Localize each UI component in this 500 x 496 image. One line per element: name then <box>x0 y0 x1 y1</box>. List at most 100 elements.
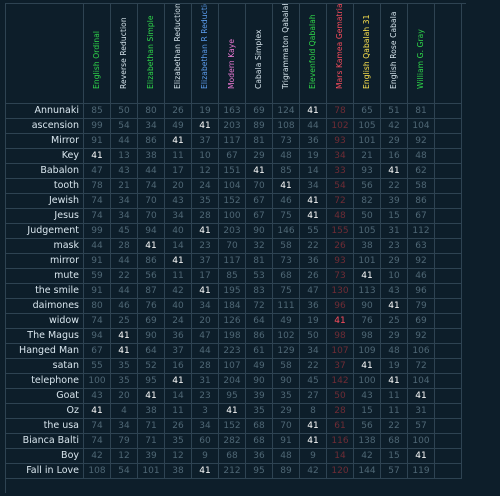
value-cell[interactable]: 25 <box>111 314 138 329</box>
value-cell[interactable]: 129 <box>273 344 300 359</box>
value-cell[interactable]: 81 <box>408 104 435 119</box>
value-cell[interactable]: 34 <box>192 419 219 434</box>
value-cell[interactable]: 100 <box>354 374 381 389</box>
value-cell[interactable]: 41 <box>408 449 435 464</box>
value-cell[interactable]: 116 <box>327 434 354 449</box>
value-cell[interactable]: 20 <box>111 389 138 404</box>
value-cell[interactable]: 41 <box>165 134 192 149</box>
value-cell[interactable]: 71 <box>138 419 165 434</box>
value-cell[interactable]: 62 <box>408 164 435 179</box>
value-cell[interactable]: 57 <box>408 419 435 434</box>
value-cell[interactable]: 86 <box>246 329 273 344</box>
value-cell[interactable]: 41 <box>381 164 408 179</box>
value-cell[interactable]: 12 <box>192 164 219 179</box>
value-cell[interactable]: 48 <box>327 209 354 224</box>
value-cell[interactable]: 21 <box>111 179 138 194</box>
value-cell[interactable]: 93 <box>327 254 354 269</box>
value-cell[interactable]: 83 <box>246 284 273 299</box>
row-label[interactable]: Jewish <box>6 194 84 209</box>
value-cell[interactable]: 99 <box>84 119 111 134</box>
value-cell[interactable]: 74 <box>84 419 111 434</box>
value-cell[interactable]: 4 <box>111 404 138 419</box>
value-cell[interactable]: 57 <box>381 464 408 479</box>
value-cell[interactable]: 17 <box>165 164 192 179</box>
row-label[interactable]: Mirror <box>6 134 84 149</box>
value-cell[interactable]: 105 <box>354 224 381 239</box>
value-cell[interactable]: 36 <box>300 299 327 314</box>
value-cell[interactable]: 79 <box>111 434 138 449</box>
value-cell[interactable]: 43 <box>165 194 192 209</box>
value-cell[interactable]: 44 <box>111 284 138 299</box>
value-cell[interactable]: 35 <box>246 404 273 419</box>
value-cell[interactable]: 20 <box>192 314 219 329</box>
value-cell[interactable]: 78 <box>327 104 354 119</box>
value-cell[interactable]: 91 <box>84 134 111 149</box>
value-cell[interactable]: 119 <box>408 464 435 479</box>
value-cell[interactable]: 46 <box>111 299 138 314</box>
value-cell[interactable]: 43 <box>381 284 408 299</box>
value-cell[interactable]: 203 <box>219 224 246 239</box>
value-cell[interactable]: 41 <box>300 209 327 224</box>
value-cell[interactable]: 48 <box>381 344 408 359</box>
value-cell[interactable]: 71 <box>138 434 165 449</box>
column-header[interactable]: English Rose Cabala <box>381 4 408 104</box>
value-cell[interactable]: 42 <box>354 449 381 464</box>
value-cell[interactable]: 38 <box>354 239 381 254</box>
value-cell[interactable]: 44 <box>111 134 138 149</box>
value-cell[interactable]: 70 <box>273 419 300 434</box>
value-cell[interactable]: 56 <box>354 419 381 434</box>
value-cell[interactable]: 46 <box>273 194 300 209</box>
value-cell[interactable]: 78 <box>84 179 111 194</box>
value-cell[interactable]: 68 <box>219 449 246 464</box>
row-label[interactable]: Hanged Man <box>6 344 84 359</box>
value-cell[interactable]: 91 <box>273 434 300 449</box>
value-cell[interactable]: 49 <box>273 314 300 329</box>
value-cell[interactable]: 95 <box>246 464 273 479</box>
value-cell[interactable]: 13 <box>111 149 138 164</box>
value-cell[interactable]: 117 <box>219 254 246 269</box>
value-cell[interactable]: 102 <box>327 119 354 134</box>
value-cell[interactable]: 47 <box>192 329 219 344</box>
value-cell[interactable]: 41 <box>192 284 219 299</box>
row-label[interactable]: Fall in Love <box>6 464 84 479</box>
value-cell[interactable]: 26 <box>165 104 192 119</box>
value-cell[interactable]: 41 <box>165 374 192 389</box>
value-cell[interactable]: 80 <box>138 104 165 119</box>
value-cell[interactable]: 49 <box>246 359 273 374</box>
value-cell[interactable]: 44 <box>192 344 219 359</box>
value-cell[interactable]: 67 <box>408 209 435 224</box>
value-cell[interactable]: 68 <box>381 434 408 449</box>
column-header[interactable]: Elizabethan R Reduction <box>192 4 219 104</box>
value-cell[interactable]: 74 <box>84 434 111 449</box>
value-cell[interactable]: 90 <box>246 374 273 389</box>
value-cell[interactable]: 22 <box>381 179 408 194</box>
value-cell[interactable]: 43 <box>111 164 138 179</box>
value-cell[interactable]: 91 <box>84 284 111 299</box>
row-label[interactable]: daimones <box>6 299 84 314</box>
column-header[interactable]: Trigrammaton Qabalah <box>273 4 300 104</box>
value-cell[interactable]: 34 <box>111 194 138 209</box>
value-cell[interactable]: 184 <box>219 299 246 314</box>
value-cell[interactable]: 41 <box>111 344 138 359</box>
value-cell[interactable]: 90 <box>246 224 273 239</box>
value-cell[interactable]: 31 <box>408 404 435 419</box>
value-cell[interactable]: 38 <box>138 404 165 419</box>
value-cell[interactable]: 24 <box>165 314 192 329</box>
value-cell[interactable]: 100 <box>408 434 435 449</box>
value-cell[interactable]: 73 <box>327 269 354 284</box>
value-cell[interactable]: 96 <box>408 284 435 299</box>
value-cell[interactable]: 14 <box>300 164 327 179</box>
value-cell[interactable]: 58 <box>273 359 300 374</box>
value-cell[interactable]: 25 <box>381 314 408 329</box>
value-cell[interactable]: 64 <box>138 344 165 359</box>
value-cell[interactable]: 17 <box>192 269 219 284</box>
row-label[interactable]: mirror <box>6 254 84 269</box>
value-cell[interactable]: 68 <box>273 269 300 284</box>
value-cell[interactable]: 34 <box>300 179 327 194</box>
value-cell[interactable]: 195 <box>219 284 246 299</box>
value-cell[interactable]: 31 <box>192 374 219 389</box>
value-cell[interactable]: 108 <box>84 464 111 479</box>
value-cell[interactable]: 67 <box>84 344 111 359</box>
value-cell[interactable]: 204 <box>219 374 246 389</box>
value-cell[interactable]: 26 <box>300 269 327 284</box>
